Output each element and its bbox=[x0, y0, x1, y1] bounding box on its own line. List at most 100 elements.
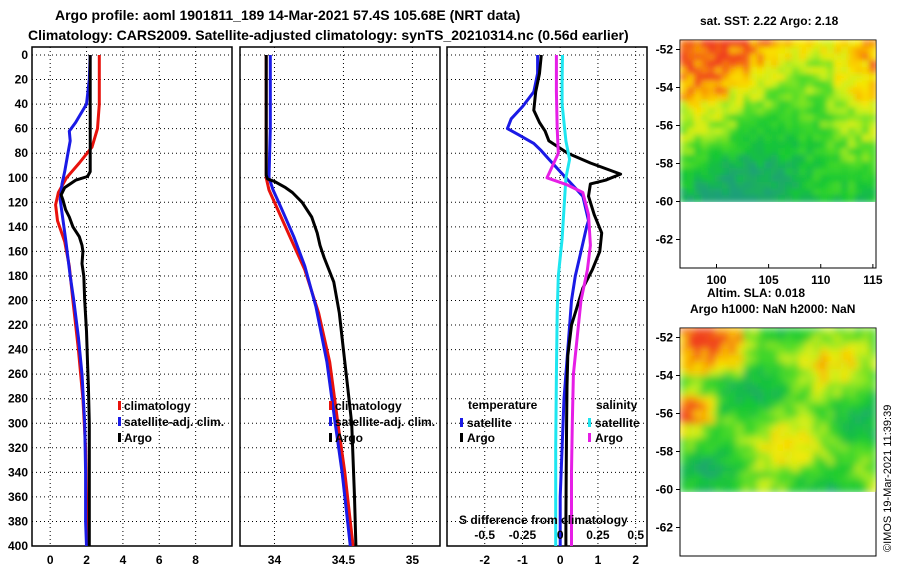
sst-cell bbox=[750, 114, 758, 122]
sla-cell bbox=[806, 451, 814, 459]
x-tick-label: 2 bbox=[632, 553, 639, 567]
sst-cell bbox=[806, 60, 814, 68]
sla-cell bbox=[855, 355, 863, 364]
sla-cell bbox=[792, 369, 800, 377]
legend-swatch-climatology bbox=[118, 401, 121, 410]
sla-cell bbox=[806, 328, 814, 336]
sla-cell bbox=[743, 416, 751, 425]
sla-cell bbox=[743, 485, 751, 492]
sst-cell bbox=[729, 53, 737, 62]
sst-map-title: sat. SST: 2.22 Argo: 2.18 bbox=[700, 14, 839, 28]
sst-cell bbox=[764, 67, 772, 75]
sst-cell bbox=[799, 154, 807, 163]
sst-cell bbox=[813, 175, 821, 183]
sla-cell bbox=[827, 382, 835, 391]
sla-cell bbox=[708, 485, 716, 492]
sst-cell bbox=[792, 80, 800, 89]
sla-cell bbox=[862, 464, 870, 473]
sst-cell bbox=[862, 181, 870, 190]
legend-label-argo: Argo bbox=[335, 431, 363, 445]
sla-cell bbox=[771, 464, 779, 473]
sst-cell bbox=[827, 87, 835, 95]
salinity-difference-tick-label: 0 bbox=[557, 528, 564, 542]
sla-cell bbox=[680, 444, 688, 452]
lat-tick-label: -54 bbox=[656, 369, 674, 383]
sst-cell bbox=[855, 141, 863, 149]
sst-cell bbox=[694, 148, 702, 156]
sst-cell bbox=[855, 188, 863, 197]
sst-cell bbox=[834, 148, 842, 156]
sst-cell bbox=[792, 168, 800, 176]
sla-cell bbox=[855, 375, 863, 384]
sst-cell bbox=[792, 46, 800, 55]
sst-cell bbox=[694, 154, 702, 163]
sst-cell bbox=[848, 94, 856, 102]
sla-cell bbox=[806, 355, 814, 364]
sst-cell bbox=[736, 188, 744, 197]
sst-cell bbox=[694, 188, 702, 197]
sst-cell bbox=[750, 175, 758, 183]
sst-cell bbox=[736, 40, 744, 48]
sla-cell bbox=[827, 341, 835, 350]
depth-tick-label: 300 bbox=[8, 416, 28, 430]
sla-cell bbox=[820, 382, 828, 391]
sst-cell bbox=[792, 141, 800, 149]
sst-cell bbox=[722, 161, 730, 170]
sla-map: Altim. SLA: 0.018 Argo h1000: NaN h2000:… bbox=[656, 286, 877, 557]
sla-cell bbox=[855, 451, 863, 459]
sst-cell bbox=[687, 87, 695, 95]
sla-cell bbox=[834, 457, 842, 466]
sla-cell bbox=[841, 403, 849, 411]
sla-cell bbox=[813, 416, 821, 425]
sst-cell bbox=[764, 175, 772, 183]
sla-cell bbox=[862, 396, 870, 405]
sst-cell bbox=[729, 188, 737, 197]
salinity-difference-tick-label: -0.25 bbox=[509, 528, 537, 542]
sst-cell bbox=[778, 67, 786, 75]
sst-cell bbox=[736, 73, 744, 82]
sla-cell bbox=[799, 430, 807, 439]
sla-cell bbox=[785, 334, 793, 343]
sst-lon-tick-labels: 100 105 110 115 bbox=[706, 264, 883, 287]
sla-cell bbox=[729, 334, 737, 343]
sla-cell bbox=[750, 457, 758, 466]
sst-cell bbox=[869, 121, 876, 129]
sla-cell bbox=[736, 403, 744, 411]
sst-cell bbox=[834, 67, 842, 75]
sst-cell bbox=[820, 127, 828, 136]
sla-cell bbox=[722, 423, 730, 432]
sst-cell bbox=[834, 80, 842, 89]
sst-cell bbox=[687, 121, 695, 129]
sla-cell bbox=[785, 471, 793, 480]
sst-cell bbox=[813, 94, 821, 102]
sst-cell bbox=[778, 46, 786, 55]
sst-cell bbox=[743, 100, 751, 109]
sst-cell bbox=[729, 127, 737, 136]
sst-cell bbox=[792, 181, 800, 190]
sla-cell bbox=[855, 348, 863, 357]
sla-cell bbox=[715, 369, 723, 377]
sst-cell bbox=[806, 40, 814, 48]
sla-cell bbox=[834, 396, 842, 405]
sst-cell bbox=[757, 73, 765, 82]
temperature-panel: 0204060801001201401601802002202402602803… bbox=[8, 46, 233, 567]
sla-cell bbox=[806, 403, 814, 411]
sst-cell bbox=[729, 94, 737, 102]
sst-cell bbox=[813, 161, 821, 170]
sst-cell bbox=[722, 175, 730, 183]
lat-tick-label: -52 bbox=[656, 331, 674, 345]
sst-cell bbox=[848, 87, 856, 95]
sst-cell bbox=[722, 154, 730, 163]
sst-cell bbox=[715, 53, 723, 62]
sla-cell bbox=[708, 382, 716, 391]
sla-cell bbox=[869, 437, 876, 446]
sla-cell bbox=[708, 396, 716, 405]
sla-cell bbox=[862, 389, 870, 398]
sst-cell bbox=[722, 107, 730, 116]
sla-cell bbox=[785, 362, 793, 370]
sla-cell bbox=[813, 437, 821, 446]
salinity-difference-tick-label: -0.5 bbox=[474, 528, 495, 542]
sla-cell bbox=[778, 328, 786, 336]
sla-cell bbox=[750, 430, 758, 439]
sla-cell bbox=[778, 471, 786, 480]
